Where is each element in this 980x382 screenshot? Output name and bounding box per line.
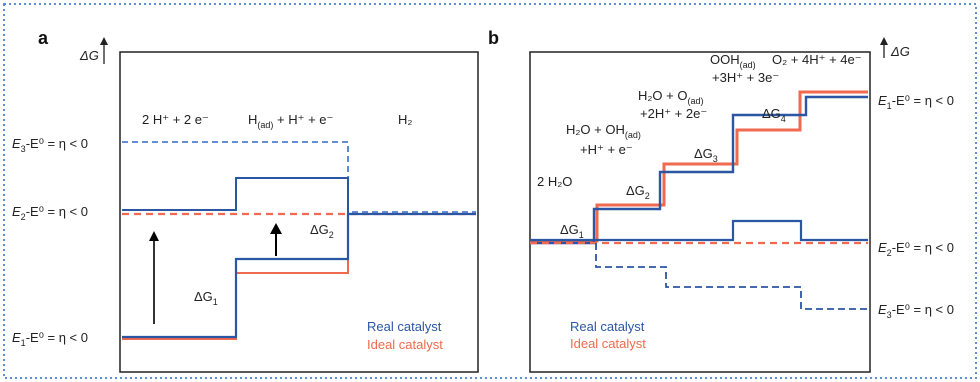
panel-b-state-1a-main: H₂O + OH	[566, 122, 625, 137]
panel-a-e2-real	[122, 177, 476, 215]
panel-a-e3-sub: 3	[21, 144, 26, 154]
panel-b-real-line	[530, 95, 868, 245]
panel-b-dg1: ΔG1	[560, 222, 584, 240]
panel-b-dg2: ΔG2	[626, 183, 650, 201]
panel-a-state-2-main: H	[248, 112, 257, 127]
panel-b-e1-main: E	[878, 93, 887, 108]
panel-b-dg4-sub: 4	[781, 114, 786, 124]
panel-b-state-2a-sub: (ad)	[687, 96, 703, 106]
outer-frame	[3, 3, 977, 379]
panel-b-e2-sub: 2	[887, 248, 892, 258]
panel-a-state-2-sub: (ad)	[257, 120, 273, 130]
panel-a-e3-rest: -E⁰ = η < 0	[26, 136, 88, 151]
panel-a-e1-sub: 1	[21, 338, 26, 348]
panel-b-e3-dashed	[595, 243, 868, 310]
panel-b-state-3a-sub: (ad)	[740, 60, 756, 70]
panel-a-e1-rest: -E⁰ = η < 0	[26, 330, 88, 345]
panel-a-dg2-label: ΔG2	[310, 222, 334, 240]
panel-b-state-2a-main: H₂O + O	[638, 88, 687, 103]
panel-a-dg1-label: ΔG1	[194, 289, 218, 307]
panel-a-e2-sub: 2	[21, 212, 26, 222]
panel-a-state-2: H(ad) + H⁺ + e⁻	[248, 112, 333, 130]
panel-b-e3-sub: 3	[887, 310, 892, 320]
panel-a-state-2-rest: + H⁺ + e⁻	[273, 112, 333, 127]
panel-b-ideal-line	[530, 90, 868, 243]
panel-b-dg2-sub: 2	[645, 191, 650, 201]
panel-a-e3-label: E3-E⁰ = η < 0	[12, 136, 88, 154]
panel-b-state-1a-sub: (ad)	[625, 130, 641, 140]
panel-b-dg1-sub: 1	[579, 230, 584, 240]
panel-a-e1-label: E1-E⁰ = η < 0	[12, 330, 88, 348]
panel-a-dg2-sub: 2	[329, 230, 334, 240]
panel-a-e1-main: E	[12, 330, 21, 345]
panel-a-state-1: 2 H⁺ + 2 e⁻	[142, 112, 209, 127]
panel-b-state-2b: +2H⁺ + 2e⁻	[640, 106, 707, 121]
panel-b-legend-real: Real catalyst	[570, 319, 645, 334]
panel-b-e2-rest: -E⁰ = η < 0	[892, 240, 954, 255]
panel-a-y-arrowhead	[100, 37, 108, 45]
panel-b-state-1b: +H⁺ + e⁻	[580, 142, 633, 157]
panel-a-arrow-2-head	[270, 223, 282, 234]
panel-b-e3-rest: -E⁰ = η < 0	[892, 302, 954, 317]
panel-a-y-label: ΔG	[79, 48, 99, 63]
panel-b: b ΔG 2 H₂O H₂O + OH(ad) +H⁺ + e⁻ H₂O + O…	[488, 28, 954, 373]
panel-b-state-3a: OOH(ad)	[710, 52, 756, 70]
panel-a-e3-main: E	[12, 136, 21, 151]
panel-b-e2-label: E2-E⁰ = η < 0	[878, 240, 954, 258]
panel-a: a ΔG 2 H⁺ + 2 e⁻ H(ad) + H⁺ + e⁻ H₂ E3-E…	[12, 28, 479, 373]
panel-b-state-0: 2 H₂O	[537, 174, 572, 189]
panel-b-y-label: ΔG	[890, 44, 910, 59]
panel-b-state-1a: H₂O + OH(ad)	[566, 122, 641, 140]
panel-b-dg4-main: ΔG	[762, 106, 781, 121]
panel-b-e1-rest: -E⁰ = η < 0	[892, 93, 954, 108]
panel-a-dg1-sub: 1	[213, 297, 218, 307]
panel-b-letter: b	[488, 28, 499, 48]
panel-b-dg3-sub: 3	[713, 154, 718, 164]
panel-a-box	[119, 51, 479, 373]
panel-a-e2-main: E	[12, 204, 21, 219]
panel-b-box	[529, 51, 871, 373]
panel-b-e1-sub: 1	[887, 101, 892, 111]
panel-b-e3-main: E	[878, 302, 887, 317]
panel-b-e2-real	[530, 219, 868, 242]
panel-a-state-3: H₂	[398, 112, 412, 127]
panel-b-dg4: ΔG4	[762, 106, 786, 124]
panel-b-state-4: O₂ + 4H⁺ + 4e⁻	[772, 52, 862, 67]
panel-a-e2-label: E2-E⁰ = η < 0	[12, 204, 88, 222]
panel-a-legend-real: Real catalyst	[367, 319, 442, 334]
panel-b-e1-label: E1-E⁰ = η < 0	[878, 93, 954, 111]
panel-b-state-3b: +3H⁺ + 3e⁻	[712, 70, 779, 85]
panel-b-state-3a-main: OOH	[710, 52, 740, 67]
panel-a-dg2-main: ΔG	[310, 222, 329, 237]
panel-b-dg3-main: ΔG	[694, 146, 713, 161]
panel-b-legend-ideal: Ideal catalyst	[570, 336, 646, 351]
panel-b-e2-main: E	[878, 240, 887, 255]
panel-b-dg2-main: ΔG	[626, 183, 645, 198]
panel-b-dg1-main: ΔG	[560, 222, 579, 237]
panel-b-y-arrowhead	[880, 37, 888, 45]
panel-b-dg3: ΔG3	[694, 146, 718, 164]
panel-b-e3-label: E3-E⁰ = η < 0	[878, 302, 954, 320]
panel-a-letter: a	[38, 28, 49, 48]
panel-a-dg1-main: ΔG	[194, 289, 213, 304]
panel-a-e2-rest: -E⁰ = η < 0	[26, 204, 88, 219]
panel-b-state-2a: H₂O + O(ad)	[638, 88, 704, 106]
panel-a-arrow-1-head	[149, 231, 159, 241]
panel-a-e1-real	[122, 212, 476, 339]
panel-a-legend-ideal: Ideal catalyst	[367, 337, 443, 352]
